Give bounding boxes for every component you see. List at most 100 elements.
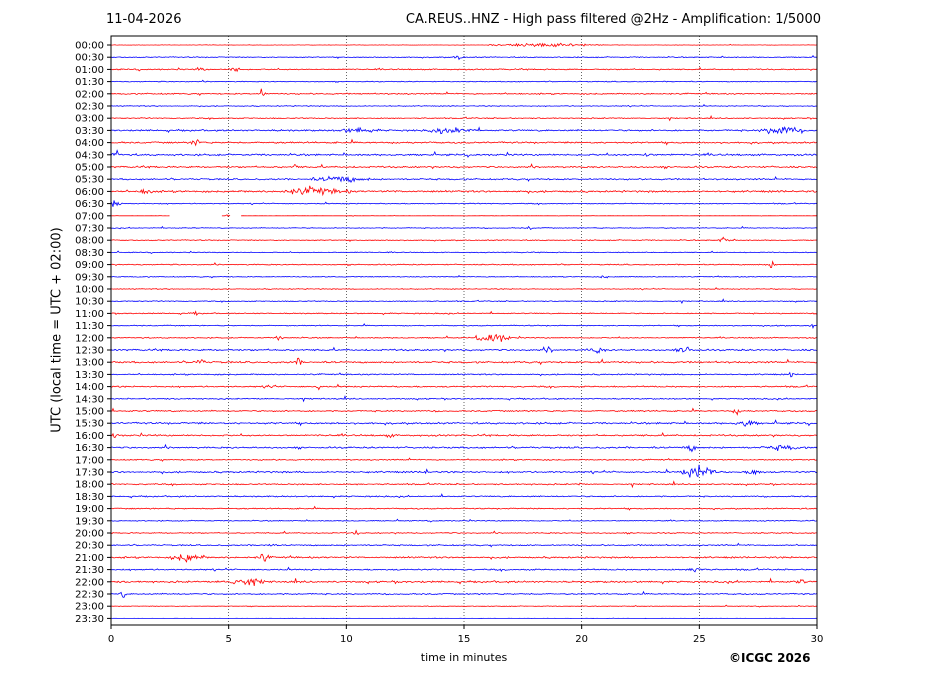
trace-line (110, 529, 817, 536)
y-tick-label: 03:30 (75, 126, 104, 137)
trace-line (110, 464, 818, 478)
trace-line (110, 138, 818, 147)
trace-line (110, 617, 818, 620)
trace-line (110, 104, 818, 108)
y-tick-label: 10:30 (75, 297, 104, 308)
y-tick-label: 18:00 (75, 480, 104, 491)
y-tick-label: 02:30 (75, 102, 104, 113)
y-tick-label: 16:00 (75, 431, 104, 442)
x-tick-label: 25 (693, 634, 706, 645)
trace-line (111, 214, 818, 218)
trace-line (110, 323, 818, 329)
trace-line (110, 42, 817, 48)
trace-line (110, 79, 817, 83)
copyright-label: ©ICGC 2026 (729, 651, 811, 665)
trace-line (111, 66, 818, 73)
trace-line (110, 163, 818, 170)
trace-line (110, 431, 817, 439)
y-tick-label: 20:30 (75, 541, 104, 552)
y-tick-label: 13:30 (75, 370, 104, 381)
trace-line (110, 88, 818, 97)
trace-line (111, 577, 818, 586)
y-tick-label: 00:30 (75, 53, 104, 64)
y-tick-label: 11:30 (75, 321, 104, 332)
x-tick-label: 20 (575, 634, 588, 645)
trace-line (111, 566, 818, 573)
trace-line (110, 274, 818, 279)
y-tick-label: 22:00 (75, 577, 104, 588)
y-tick-label: 15:30 (75, 419, 104, 430)
y-tick-label: 10:00 (75, 285, 104, 296)
trace-line (110, 333, 818, 342)
y-tick-label: 11:00 (75, 309, 104, 320)
trace-line (110, 542, 818, 548)
trace-line (110, 480, 818, 489)
x-tick-label: 5 (225, 634, 231, 645)
trace-line (110, 236, 818, 243)
y-tick-label: 21:30 (75, 565, 104, 576)
y-tick-label: 18:30 (75, 492, 104, 503)
trace-line (110, 357, 818, 366)
y-tick-label: 01:00 (75, 65, 104, 76)
trace-line (110, 260, 818, 269)
trace-line (110, 345, 818, 354)
trace-line (110, 590, 818, 598)
trace-line (110, 126, 818, 135)
y-tick-label: 22:30 (75, 590, 104, 601)
y-tick-label: 14:30 (75, 394, 104, 405)
trace-line (110, 287, 817, 291)
y-tick-label: 07:00 (75, 211, 104, 222)
trace-line (110, 200, 818, 207)
y-tick-label: 21:00 (75, 553, 104, 564)
trace-line (110, 115, 818, 122)
x-tick-group: 0 5 10 15 20 25 30 (108, 625, 824, 645)
y-tick-label: 23:30 (75, 614, 104, 625)
y-tick-label: 16:30 (75, 443, 104, 454)
y-tick-label: 05:00 (75, 163, 104, 174)
y-tick-label: 03:00 (75, 114, 104, 125)
trace-line (110, 518, 818, 523)
x-tick-label: 0 (108, 634, 114, 645)
chart-title: CA.REUS..HNZ - High pass filtered @2Hz -… (405, 12, 821, 27)
y-tick-label: 06:30 (75, 199, 104, 210)
trace-line (110, 310, 818, 316)
y-tick-label: 19:30 (75, 516, 104, 527)
y-tick-label: 23:00 (75, 602, 104, 613)
trace-line (110, 419, 817, 427)
y-tick-label: 19:00 (75, 504, 104, 515)
trace-line (111, 553, 818, 563)
y-tick-label: 14:00 (75, 382, 104, 393)
y-tick-label: 00:00 (75, 41, 104, 52)
trace-line (110, 371, 818, 378)
x-tick-label: 15 (458, 634, 471, 645)
x-tick-label: 30 (811, 634, 824, 645)
y-tick-label: 13:00 (75, 358, 104, 369)
y-tick-label: 15:00 (75, 407, 104, 418)
y-tick-label: 07:30 (75, 224, 104, 235)
y-tick-label: 17:00 (75, 455, 104, 466)
trace-line (110, 250, 818, 255)
x-tick-label: 10 (340, 634, 353, 645)
trace-line (110, 225, 818, 230)
y-tick-label: 04:00 (75, 138, 104, 149)
y-tick-label: 09:00 (75, 260, 104, 271)
trace-line (110, 407, 818, 416)
y-tick-label: 20:00 (75, 529, 104, 540)
y-tick-label: 08:30 (75, 248, 104, 259)
y-tick-label: 09:30 (75, 272, 104, 283)
trace-line (111, 298, 818, 305)
grid-lines (228, 36, 700, 625)
y-tick-label: 06:00 (75, 187, 104, 198)
y-tick-label: 04:30 (75, 150, 104, 161)
trace-line (110, 457, 818, 462)
trace-line (110, 149, 818, 158)
trace-line (110, 604, 818, 608)
y-tick-label: 17:30 (75, 468, 104, 479)
y-tick-label: 12:30 (75, 346, 104, 357)
y-tick-label: 02:00 (75, 89, 104, 100)
trace-line (110, 383, 818, 391)
y-tick-label: 05:30 (75, 175, 104, 186)
trace-group (110, 42, 818, 620)
y-tick-label: 12:00 (75, 333, 104, 344)
